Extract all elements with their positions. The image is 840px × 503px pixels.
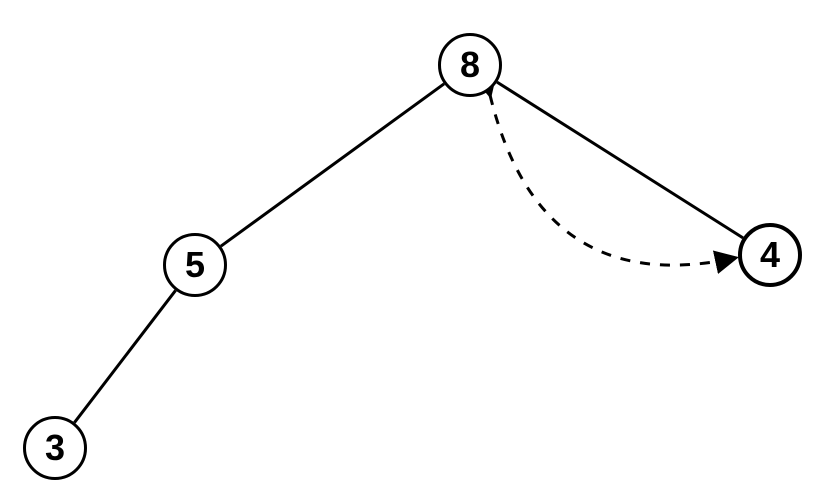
edge-n8-n5 — [221, 84, 444, 246]
node-label: 4 — [760, 234, 780, 276]
node-label: 5 — [185, 244, 205, 286]
node-4: 4 — [738, 223, 802, 287]
edge-n8-n4 — [497, 82, 743, 238]
node-8: 8 — [438, 33, 502, 97]
graph-edges — [0, 0, 840, 503]
node-label: 8 — [460, 44, 480, 86]
node-label: 3 — [45, 427, 65, 469]
edge-n5-n3 — [74, 290, 175, 422]
node-3: 3 — [23, 416, 87, 480]
swap-arc — [490, 95, 735, 265]
node-5: 5 — [163, 233, 227, 297]
